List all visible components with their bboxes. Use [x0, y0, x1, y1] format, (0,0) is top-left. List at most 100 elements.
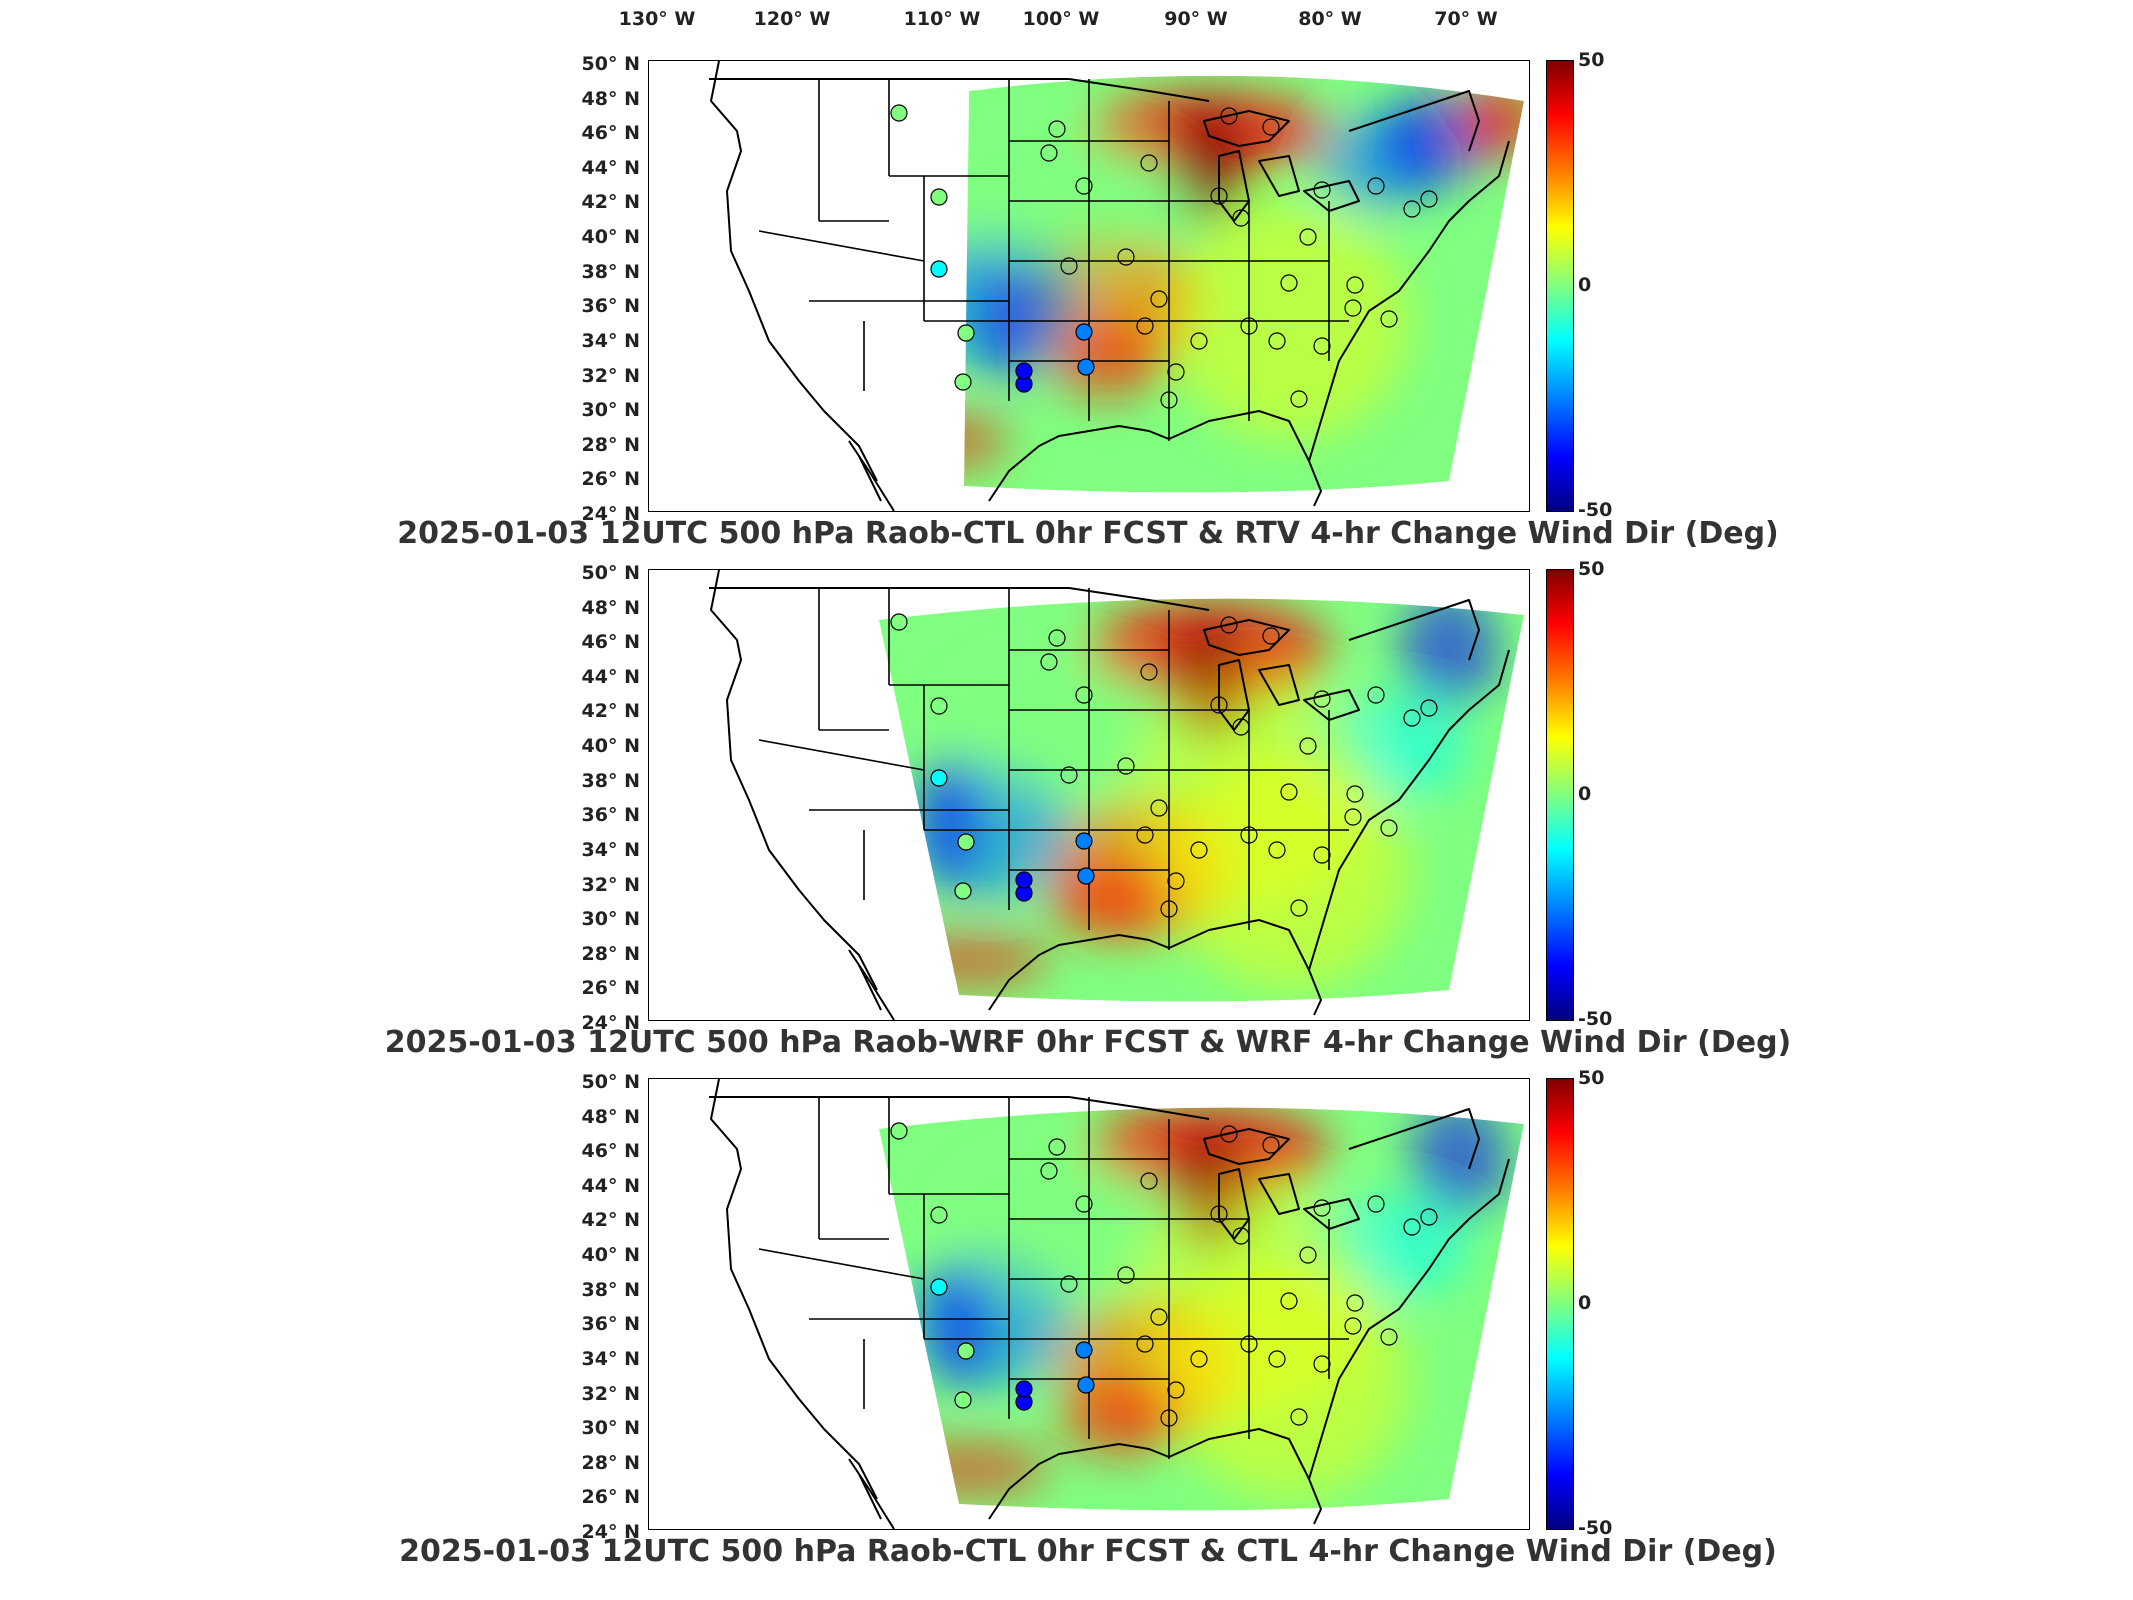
- map-plot: [648, 1078, 1530, 1530]
- raob-station-marker: [1160, 900, 1178, 918]
- field-anomaly: [1049, 860, 1169, 940]
- field-anomaly: [889, 1439, 1049, 1499]
- latitude-tick-label: 24° N: [581, 1521, 640, 1543]
- map-svg: [709, 570, 1524, 1020]
- raob-station-marker: [1299, 1246, 1317, 1264]
- raob-station-marker: [1420, 1208, 1438, 1226]
- field-anomaly: [1399, 598, 1499, 710]
- latitude-tick-label: 42° N: [581, 700, 640, 723]
- raob-station-marker: [1313, 846, 1331, 864]
- wind-direction-change-field: [879, 598, 1524, 1002]
- raob-station-marker: [1015, 1380, 1033, 1398]
- latitude-tick-label: 42° N: [581, 1209, 640, 1232]
- raob-station-marker: [1403, 1218, 1421, 1236]
- raob-station-marker: [1346, 1294, 1364, 1312]
- raob-station-marker: [1075, 832, 1093, 850]
- raob-station-marker: [890, 1122, 908, 1140]
- raob-station-marker: [930, 1278, 948, 1296]
- raob-station-marker: [1313, 1199, 1331, 1217]
- latitude-tick-label: 34° N: [581, 838, 640, 861]
- colorbar: [1546, 60, 1574, 512]
- raob-station-marker: [1167, 1381, 1185, 1399]
- raob-station-marker: [1075, 177, 1093, 195]
- latitude-tick-label: 30° N: [581, 908, 640, 931]
- latitude-tick-label: 36° N: [581, 804, 640, 827]
- raob-station-marker: [1048, 120, 1066, 138]
- latitude-tick-label: 28° N: [581, 942, 640, 965]
- latitude-tick-label: 26° N: [581, 977, 640, 1000]
- colorbar: [1546, 569, 1574, 1021]
- latitude-tick-label: 32° N: [581, 364, 640, 387]
- field-anomaly: [1409, 1107, 1509, 1219]
- raob-station-marker: [1077, 1376, 1095, 1394]
- raob-station-marker: [1380, 1328, 1398, 1346]
- raob-station-marker: [1220, 107, 1238, 125]
- state-borders: [758, 79, 1349, 441]
- raob-station-marker: [957, 324, 975, 342]
- raob-station-marker: [1077, 358, 1095, 376]
- raob-station-marker: [1117, 1266, 1135, 1284]
- field-anomaly: [1169, 101, 1249, 221]
- raob-station-marker: [1268, 841, 1286, 859]
- raob-station-marker: [1380, 819, 1398, 837]
- raob-station-marker: [1280, 1292, 1298, 1310]
- panel-title: 2025-01-03 12UTC 500 hPa Raob-WRF 0hr FC…: [384, 1025, 1792, 1060]
- wind-direction-change-field: [879, 1107, 1524, 1511]
- latitude-tick-label: 38° N: [581, 260, 640, 283]
- raob-station-marker: [890, 104, 908, 122]
- map-panel: 50° N 48° N 46° N 44° N 42° N 40° N 38° N 36° N…: [0, 1067, 2133, 1587]
- field-anomaly: [919, 750, 979, 890]
- raob-station-marker: [1160, 391, 1178, 409]
- latitude-tick-label: 46° N: [581, 631, 640, 654]
- raob-station-marker: [1232, 1227, 1250, 1245]
- raob-station-marker: [1344, 808, 1362, 826]
- latitude-tick-label: 46° N: [581, 1140, 640, 1163]
- raob-station-marker: [1403, 709, 1421, 727]
- raob-station-marker: [1367, 686, 1385, 704]
- raob-station-marker: [930, 697, 948, 715]
- raob-station-marker: [1075, 323, 1093, 341]
- latitude-tick-label: 44° N: [581, 1174, 640, 1197]
- raob-station-marker: [1015, 871, 1033, 889]
- raob-station-marker: [1240, 317, 1258, 335]
- raob-station-marker: [1210, 696, 1228, 714]
- raob-stations: [890, 1122, 1438, 1427]
- raob-station-marker: [1190, 332, 1208, 350]
- longitude-tick-label: 70° W: [1434, 8, 1498, 30]
- raob-station-marker: [1075, 1195, 1093, 1213]
- raob-station-marker: [1313, 337, 1331, 355]
- map-plot: [648, 60, 1530, 512]
- latitude-tick-label: 48° N: [581, 596, 640, 619]
- raob-station-marker: [1160, 1409, 1178, 1427]
- raob-station-marker: [1268, 332, 1286, 350]
- raob-stations: [890, 613, 1438, 918]
- colorbar-tick-label: 50: [1578, 1067, 1605, 1089]
- raob-station-marker: [1077, 867, 1095, 885]
- raob-station-marker: [930, 188, 948, 206]
- map-panel: 50° N 48° N 46° N 44° N 42° N 40° N 38° N 36° N…: [0, 558, 2133, 1078]
- raob-station-marker: [1403, 200, 1421, 218]
- panel-title: 2025-01-03 12UTC 500 hPa Raob-CTL 0hr FC…: [399, 1534, 1777, 1569]
- raob-station-marker: [1040, 1162, 1058, 1180]
- raob-station-marker: [1240, 826, 1258, 844]
- latitude-tick-label: 24° N: [581, 503, 640, 525]
- latitude-tick-label: 30° N: [581, 1417, 640, 1440]
- raob-station-marker: [957, 1342, 975, 1360]
- colorbar: [1546, 1078, 1574, 1530]
- latitude-tick-label: 28° N: [581, 1451, 640, 1474]
- raob-station-marker: [1262, 627, 1280, 645]
- latitude-tick-label: 38° N: [581, 769, 640, 792]
- latitude-tick-label: 42° N: [581, 191, 640, 214]
- latitude-tick-label: 40° N: [581, 1244, 640, 1267]
- raob-station-marker: [1150, 1308, 1168, 1326]
- raob-station-marker: [1344, 299, 1362, 317]
- latitude-tick-label: 40° N: [581, 735, 640, 758]
- raob-station-marker: [1136, 1335, 1154, 1353]
- panel-title: 2025-01-03 12UTC 500 hPa Raob-CTL 0hr FC…: [397, 516, 1779, 551]
- coastline-and-borders: [709, 570, 1510, 1020]
- raob-station-marker: [1117, 757, 1135, 775]
- latitude-tick-label: 44° N: [581, 665, 640, 688]
- raob-station-marker: [1220, 1125, 1238, 1143]
- colorbar-tick-label: -50: [1578, 499, 1613, 521]
- raob-station-marker: [954, 1391, 972, 1409]
